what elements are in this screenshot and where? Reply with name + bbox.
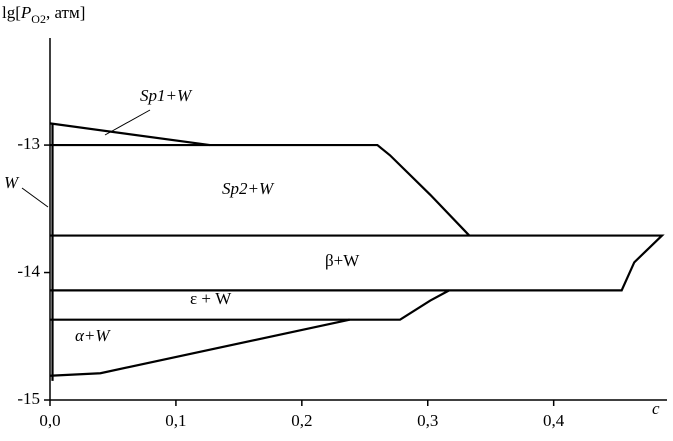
x-tick-label: 0,4 — [543, 411, 565, 430]
phase-boundary — [50, 234, 665, 292]
y-tick-label: -14 — [17, 261, 40, 280]
phase-boundary — [50, 289, 450, 321]
y-label-part: O2 — [31, 12, 46, 26]
x-tick-label: 0,0 — [39, 411, 60, 430]
x-axis-label: c — [652, 399, 660, 418]
y-label-part: , атм] — [46, 3, 85, 22]
x-tick-label: 0,3 — [417, 411, 438, 430]
y-label-part: P — [20, 3, 31, 22]
y-label-part: lg[ — [2, 3, 21, 22]
region-label: Sp2+W — [222, 179, 275, 198]
x-tick-label: 0,1 — [165, 411, 186, 430]
region-label: ε + W — [190, 289, 232, 308]
region-label: W — [4, 173, 20, 192]
y-tick-label: -13 — [17, 134, 40, 153]
x-tick-label: 0,2 — [291, 411, 312, 430]
phase-boundary — [50, 143, 471, 237]
y-axis-label: lg[PO2, атм] — [2, 3, 85, 26]
pointer — [21, 187, 49, 208]
region-label: β+W — [325, 251, 360, 270]
phase-boundary — [49, 318, 350, 377]
y-tick-label: -15 — [17, 389, 40, 408]
region-label: α+W — [75, 326, 111, 345]
phase-boundary — [49, 122, 211, 147]
region-label: Sp1+W — [140, 86, 193, 105]
